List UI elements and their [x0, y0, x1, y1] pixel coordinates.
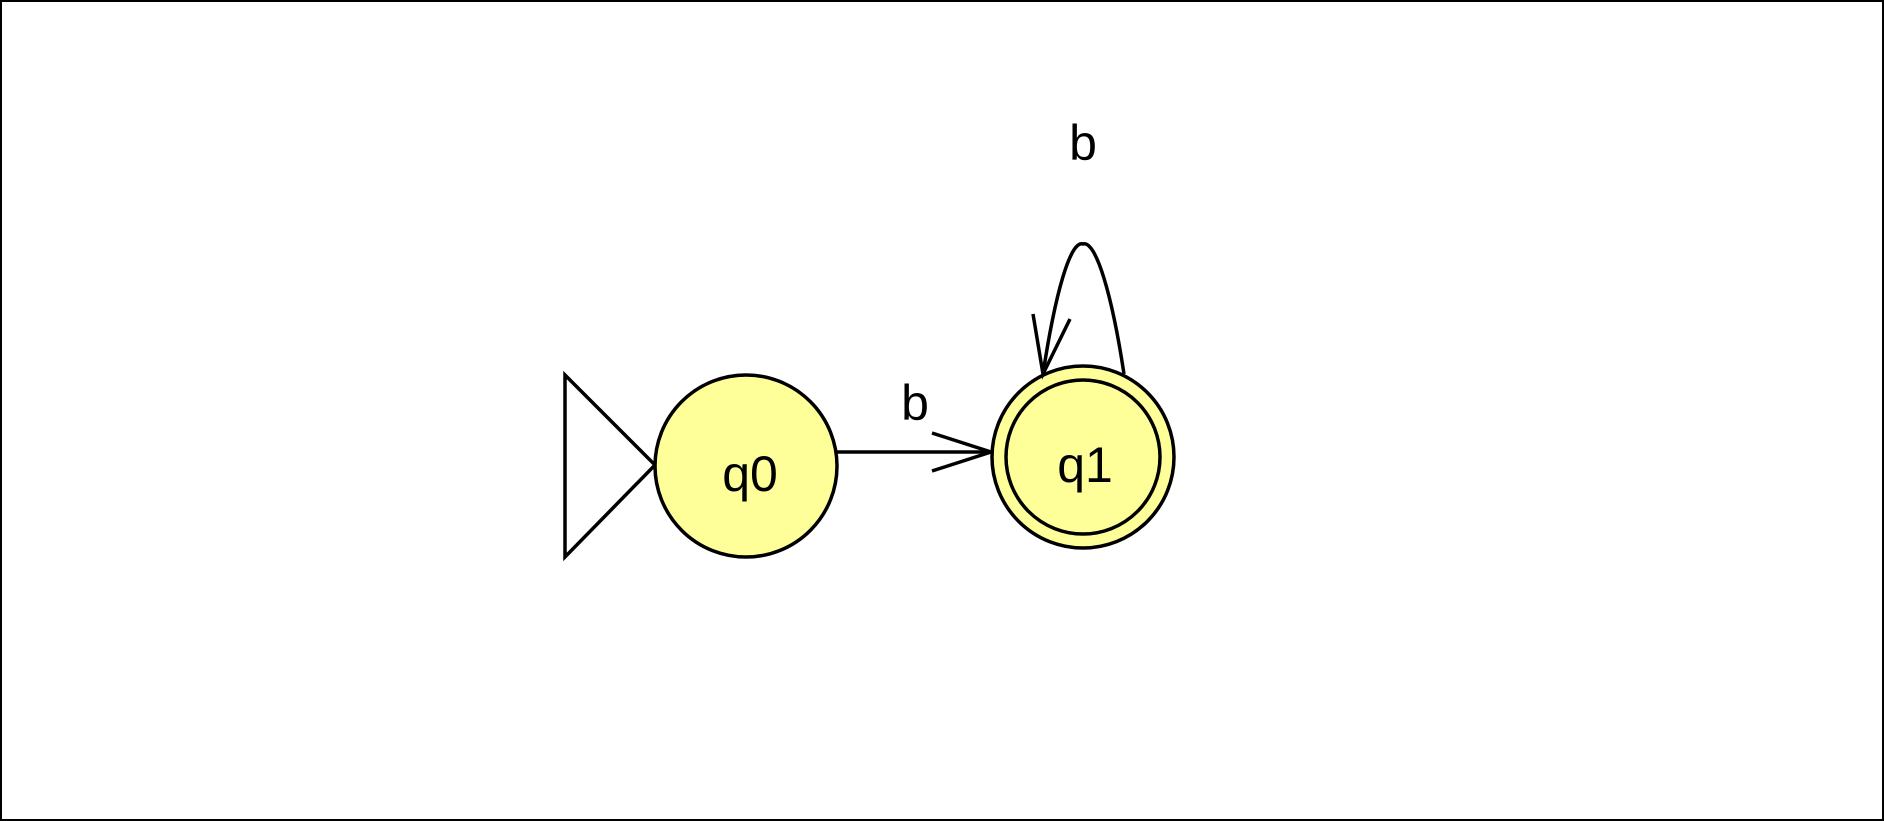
- self-loop-q1-path: [1041, 242, 1126, 375]
- state-q0[interactable]: q0: [653, 373, 839, 559]
- arrowhead-q1-q1: [1031, 313, 1072, 380]
- transition-q1-q1[interactable]: b: [1031, 115, 1126, 380]
- initial-state-marker: [563, 370, 658, 562]
- state-q0-label: q0: [722, 446, 778, 502]
- transition-q1-q1-label: b: [1069, 115, 1097, 171]
- state-q1[interactable]: q1: [990, 364, 1176, 550]
- state-q1-label: q1: [1057, 437, 1113, 493]
- transition-q0-q1-label: b: [901, 375, 929, 431]
- state-q0-circle: [653, 373, 839, 559]
- state-q1-inner-circle: [1004, 378, 1162, 536]
